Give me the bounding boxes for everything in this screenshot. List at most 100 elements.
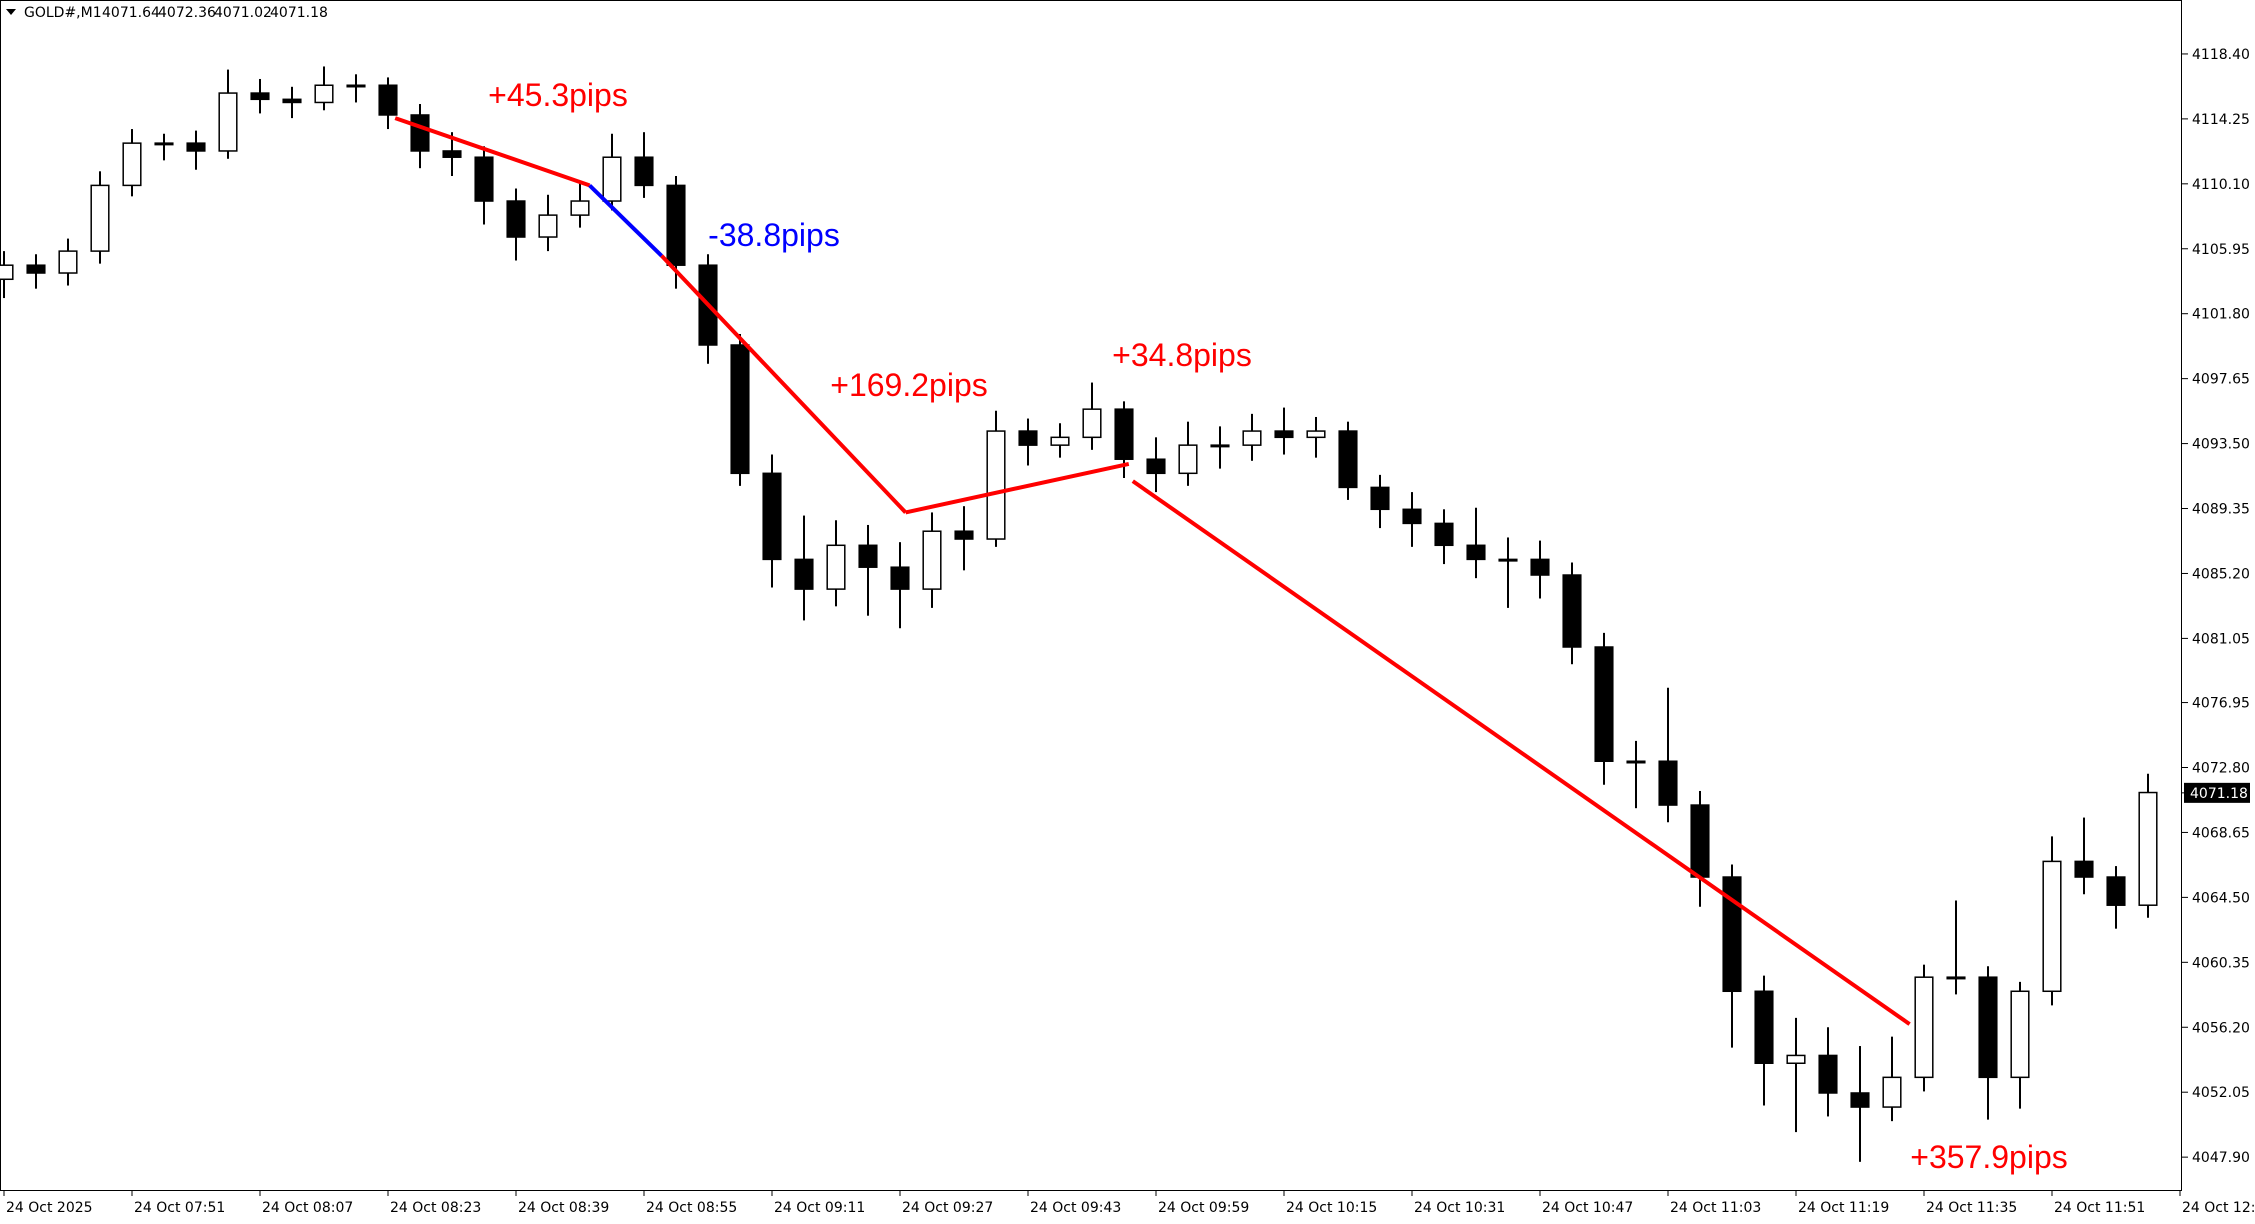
candle-body (282, 98, 302, 104)
trend-line (905, 461, 1130, 515)
candle-body (1178, 444, 1198, 475)
x-tick-label: 24 Oct 11:19 (1798, 1200, 1889, 1216)
last-price-box (2184, 782, 2250, 803)
x-tick-label: 24 Oct 08:23 (390, 1200, 481, 1216)
candle-body (122, 142, 142, 187)
candle-body (1530, 558, 1550, 576)
candle-body (1914, 976, 1934, 1079)
candle-body (730, 344, 750, 475)
candle-body (1018, 430, 1038, 446)
candle-body (90, 184, 110, 252)
candle-body (2074, 860, 2094, 878)
candle-body (1850, 1092, 1870, 1108)
x-tick-label: 24 Oct 12:0 (2182, 1200, 2255, 1216)
x-tick-label: 24 Oct 09:43 (1030, 1200, 1121, 1216)
candle-body (954, 530, 974, 540)
candle-body (1114, 408, 1134, 460)
x-tick-label: 24 Oct 11:35 (1926, 1200, 2017, 1216)
candle-body (314, 84, 334, 104)
candle-body (1690, 804, 1710, 878)
x-tick-label: 24 Oct 08:07 (262, 1200, 353, 1216)
x-tick-label: 24 Oct 08:55 (646, 1200, 737, 1216)
candle-body (1658, 760, 1678, 806)
candle-body (922, 530, 942, 590)
y-tick-label: 4114.25 (2192, 112, 2250, 128)
candle-body (1370, 486, 1390, 511)
symbol: GOLD#,M1 (24, 5, 102, 21)
x-tick-label: 24 Oct 10:15 (1286, 1200, 1377, 1216)
candle-body (58, 250, 78, 274)
y-tick-label: 4093.50 (2192, 437, 2250, 453)
candle-body (1050, 436, 1070, 446)
candle-body (1402, 508, 1422, 525)
x-tick-label: 24 Oct 2025 (6, 1200, 93, 1216)
y-tick-label: 4105.95 (2192, 242, 2250, 258)
header-open: 4071.64 (102, 5, 160, 21)
candle-body (826, 544, 846, 590)
candle-body (474, 156, 494, 202)
candle-body (186, 142, 206, 152)
candle-body (986, 430, 1006, 540)
trend-line (394, 116, 591, 188)
y-tick-label: 4076.95 (2192, 696, 2250, 712)
candle-body (0, 264, 14, 281)
candle-body (1210, 444, 1230, 448)
candle-body (666, 184, 686, 266)
candle-body (1338, 430, 1358, 489)
x-tick-label: 24 Oct 11:51 (2054, 1200, 2145, 1216)
x-tick-label: 24 Oct 10:31 (1414, 1200, 1505, 1216)
annotation: +357.9pips (1910, 1139, 2067, 1175)
candle-body (1946, 976, 1966, 980)
candle-body (1146, 458, 1166, 475)
candle-body (506, 200, 526, 238)
candle-body (378, 84, 398, 116)
candle-body (1498, 558, 1518, 562)
y-tick-label: 4068.65 (2192, 825, 2250, 841)
candle-body (2010, 990, 2030, 1079)
candle-body (1594, 646, 1614, 762)
y-tick-label: 4101.80 (2192, 307, 2250, 323)
candle-body (1242, 430, 1262, 446)
y-tick-label: 4047.90 (2192, 1150, 2250, 1166)
y-tick-label: 4052.05 (2192, 1085, 2250, 1101)
candle-body (1434, 522, 1454, 547)
x-tick-label: 24 Oct 10:47 (1542, 1200, 1633, 1216)
candle-body (538, 214, 558, 238)
menu-arrow[interactable] (6, 9, 16, 15)
header-low: 4071.02 (214, 5, 272, 21)
candle-body (858, 544, 878, 568)
annotation: +45.3pips (488, 77, 628, 113)
plot-frame (0, 0, 2182, 1191)
candle-body (1882, 1076, 1902, 1108)
candle-body (26, 264, 46, 274)
x-tick-label: 24 Oct 08:39 (518, 1200, 609, 1216)
annotation: +169.2pips (830, 367, 987, 403)
annotation: +34.8pips (1112, 337, 1252, 373)
x-tick-label: 24 Oct 07:51 (134, 1200, 225, 1216)
y-tick-label: 4056.20 (2192, 1020, 2250, 1036)
candle-body (346, 84, 366, 88)
y-tick-label: 4081.05 (2192, 631, 2250, 647)
candle-body (1306, 430, 1326, 439)
header-high: 4072.36 (158, 5, 216, 21)
x-tick-label: 24 Oct 09:59 (1158, 1200, 1249, 1216)
candle-body (762, 472, 782, 561)
trend-line (588, 183, 663, 258)
y-tick-label: 4118.40 (2192, 47, 2250, 63)
candle-body (2138, 791, 2158, 906)
candle-body (218, 92, 238, 152)
candle-body (890, 566, 910, 590)
candle-body (1626, 760, 1646, 764)
annotation: -38.8pips (708, 217, 840, 253)
y-tick-label: 4097.65 (2192, 372, 2250, 388)
candle-body (1274, 430, 1294, 439)
candle-body (1722, 876, 1742, 993)
y-tick-label: 4072.80 (2192, 761, 2250, 777)
y-tick-label: 4060.35 (2192, 955, 2250, 971)
y-tick-label: 4089.35 (2192, 502, 2250, 518)
candle-body (1562, 574, 1582, 648)
candle-body (570, 200, 590, 216)
candle-body (2042, 860, 2062, 993)
candle-body (2106, 876, 2126, 906)
